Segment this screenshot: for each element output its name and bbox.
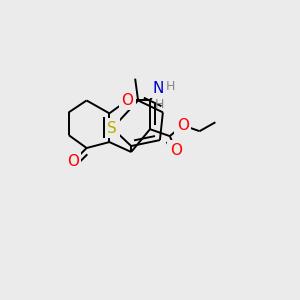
Text: N: N (152, 81, 164, 96)
Text: O: O (177, 118, 189, 133)
Text: H: H (155, 98, 165, 112)
Text: O: O (121, 93, 133, 108)
Text: S: S (107, 121, 117, 136)
Text: H: H (166, 80, 175, 93)
Text: O: O (170, 142, 182, 158)
Text: O: O (67, 154, 79, 169)
